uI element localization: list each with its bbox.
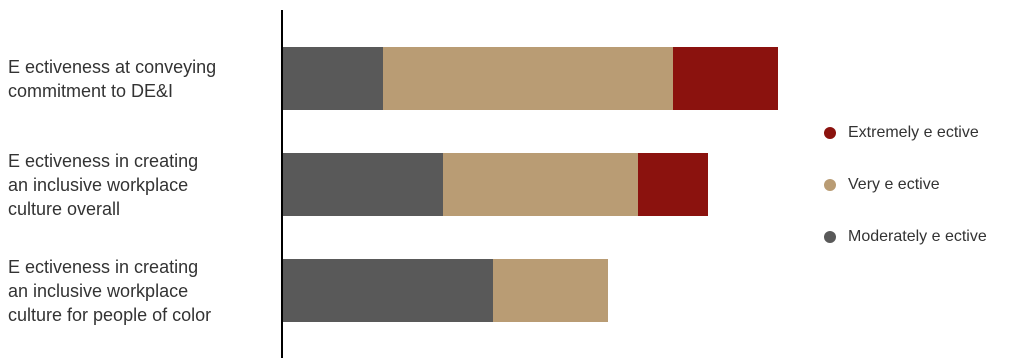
bar-moderately-effective-2 <box>283 153 443 216</box>
bar-moderately-effective-3 <box>283 259 493 322</box>
legend-swatch-extremely-effective <box>824 127 836 139</box>
bars-group <box>283 47 778 322</box>
legend-item-extremely-effective: Extremely e ective <box>824 120 987 146</box>
legend: Extremely e ective Very e ective Moderat… <box>824 120 987 276</box>
bar-extremely-effective-2 <box>638 153 708 216</box>
legend-swatch-moderately-effective <box>824 231 836 243</box>
legend-item-moderately-effective: Moderately e ective <box>824 224 987 250</box>
legend-item-very-effective: Very e ective <box>824 172 987 198</box>
category-label-2: E ectiveness in creating an inclusive wo… <box>8 150 199 219</box>
legend-label: Very e ective <box>848 176 940 193</box>
category-label-1: E ectiveness at conveying commitment to … <box>8 56 217 101</box>
bar-very-effective-3 <box>493 259 608 322</box>
bar-very-effective-1 <box>383 47 673 110</box>
bar-extremely-effective-1 <box>673 47 778 110</box>
category-label-3: E ectiveness in creating an inclusive wo… <box>8 256 212 325</box>
bar-moderately-effective-1 <box>283 47 383 110</box>
legend-label: Moderately e ective <box>848 228 987 245</box>
legend-swatch-very-effective <box>824 179 836 191</box>
legend-label: Extremely e ective <box>848 124 979 141</box>
bar-very-effective-2 <box>443 153 638 216</box>
